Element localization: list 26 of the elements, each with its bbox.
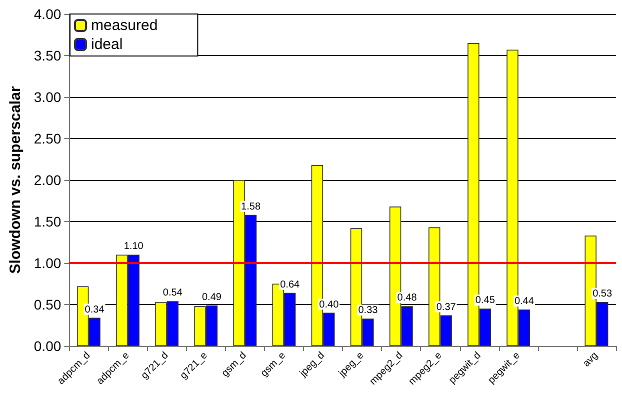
y-tick-label: 3.50 <box>34 48 62 64</box>
data-label: 0.33 <box>358 305 378 316</box>
data-label: 0.49 <box>202 292 222 303</box>
y-tick-label: 0.50 <box>34 296 62 312</box>
data-label: 0.37 <box>436 302 456 313</box>
y-tick-label: 1.50 <box>34 214 62 230</box>
y-tick-label: 2.00 <box>34 172 62 188</box>
x-tick-label: avg <box>581 350 600 370</box>
y-axis-title: Slowdown vs. superscalar <box>7 86 24 274</box>
data-label: 1.10 <box>124 241 144 252</box>
data-label: 0.40 <box>319 299 340 310</box>
y-tick-label: 3.00 <box>34 89 62 105</box>
data-label: 0.48 <box>397 292 418 304</box>
y-tick-label: 1.00 <box>34 255 62 271</box>
data-label: 0.53 <box>592 288 612 300</box>
data-label: 0.64 <box>280 279 300 290</box>
data-label: 0.54 <box>162 288 183 299</box>
legend-label: measured <box>91 17 158 34</box>
data-label: 1.58 <box>241 201 261 212</box>
legend-label: ideal <box>91 36 123 53</box>
data-label: 0.44 <box>514 296 534 307</box>
data-label: 0.34 <box>84 304 105 316</box>
data-label: 0.45 <box>475 295 496 306</box>
y-tick-label: 4.00 <box>34 6 62 22</box>
y-tick-label: 2.50 <box>34 130 62 146</box>
y-tick-label: 0.00 <box>34 338 62 354</box>
